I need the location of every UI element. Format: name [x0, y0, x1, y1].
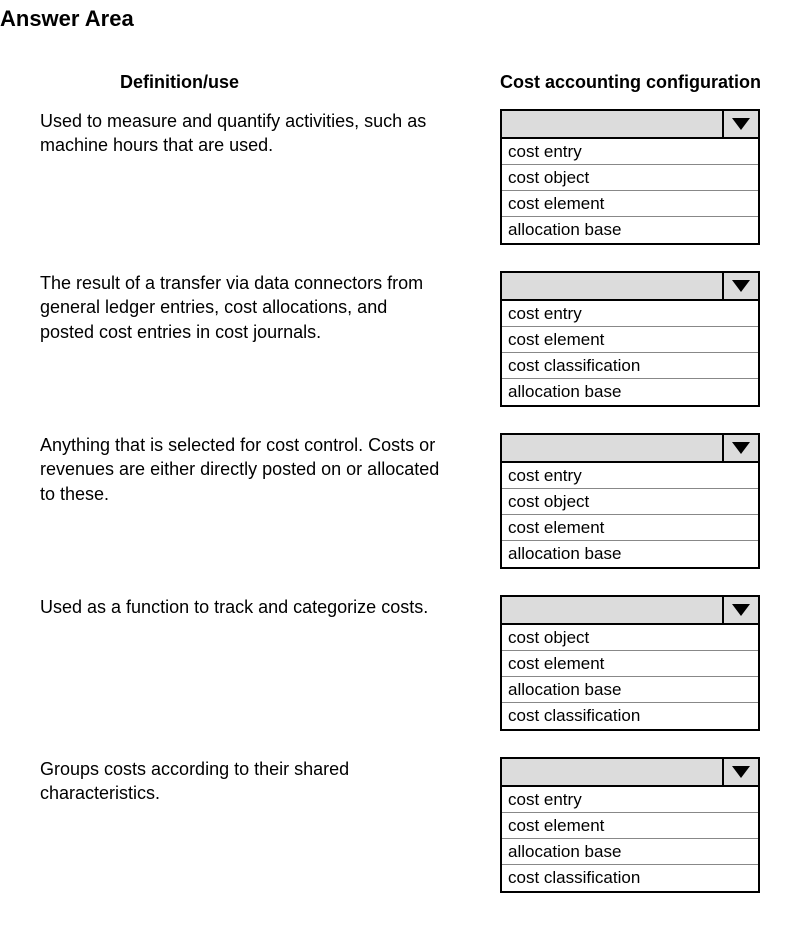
dropdown-options-list: cost entrycost elementallocation basecos…	[500, 787, 760, 893]
definition-text: Used as a function to track and categori…	[0, 595, 500, 619]
chevron-down-icon[interactable]	[722, 759, 758, 785]
dropdown-option[interactable]: cost entry	[502, 301, 758, 327]
config-dropdown: cost entrycost objectcost elementallocat…	[500, 109, 760, 245]
definition-text: The result of a transfer via data connec…	[0, 271, 500, 344]
dropdown-option[interactable]: allocation base	[502, 677, 758, 703]
dropdown-option[interactable]: cost object	[502, 625, 758, 651]
dropdown-selector[interactable]	[500, 433, 760, 463]
definition-text: Anything that is selected for cost contr…	[0, 433, 500, 506]
dropdown-option[interactable]: cost object	[502, 489, 758, 515]
dropdown-option[interactable]: cost entry	[502, 139, 758, 165]
definition-text: Groups costs according to their shared c…	[0, 757, 500, 806]
definition-row: Used as a function to track and categori…	[0, 595, 808, 731]
dropdown-option[interactable]: cost element	[502, 191, 758, 217]
dropdown-option[interactable]: cost classification	[502, 353, 758, 379]
dropdown-selector[interactable]	[500, 109, 760, 139]
dropdown-selected-value	[502, 273, 722, 299]
dropdown-option[interactable]: cost element	[502, 327, 758, 353]
chevron-down-icon[interactable]	[722, 111, 758, 137]
dropdown-option[interactable]: allocation base	[502, 839, 758, 865]
dropdown-option[interactable]: cost object	[502, 165, 758, 191]
chevron-down-icon[interactable]	[722, 597, 758, 623]
dropdown-selected-value	[502, 435, 722, 461]
definition-text: Used to measure and quantify activities,…	[0, 109, 500, 158]
answer-area-page: Answer Area Definition/use Cost accounti…	[0, 0, 808, 939]
dropdown-option[interactable]: cost classification	[502, 703, 758, 729]
dropdown-options-list: cost objectcost elementallocation baseco…	[500, 625, 760, 731]
definition-row: Used to measure and quantify activities,…	[0, 109, 808, 245]
dropdown-option[interactable]: cost classification	[502, 865, 758, 891]
dropdown-selector[interactable]	[500, 595, 760, 625]
header-definition: Definition/use	[0, 72, 500, 93]
config-dropdown: cost entrycost elementcost classificatio…	[500, 271, 760, 407]
dropdown-selected-value	[502, 759, 722, 785]
dropdown-option[interactable]: allocation base	[502, 379, 758, 405]
definition-row: Groups costs according to their shared c…	[0, 757, 808, 893]
dropdown-option[interactable]: allocation base	[502, 541, 758, 567]
dropdown-option[interactable]: cost entry	[502, 463, 758, 489]
definition-row: The result of a transfer via data connec…	[0, 271, 808, 407]
config-dropdown: cost entrycost elementallocation basecos…	[500, 757, 760, 893]
rows-container: Used to measure and quantify activities,…	[0, 109, 808, 893]
header-config: Cost accounting configuration	[500, 72, 761, 93]
dropdown-options-list: cost entrycost elementcost classificatio…	[500, 301, 760, 407]
dropdown-selected-value	[502, 597, 722, 623]
dropdown-options-list: cost entrycost objectcost elementallocat…	[500, 463, 760, 569]
page-title: Answer Area	[0, 6, 808, 32]
chevron-down-icon[interactable]	[722, 435, 758, 461]
dropdown-option[interactable]: allocation base	[502, 217, 758, 243]
column-headers: Definition/use Cost accounting configura…	[0, 72, 808, 93]
dropdown-option[interactable]: cost entry	[502, 787, 758, 813]
dropdown-option[interactable]: cost element	[502, 813, 758, 839]
dropdown-selected-value	[502, 111, 722, 137]
dropdown-option[interactable]: cost element	[502, 651, 758, 677]
definition-row: Anything that is selected for cost contr…	[0, 433, 808, 569]
dropdown-option[interactable]: cost element	[502, 515, 758, 541]
chevron-down-icon[interactable]	[722, 273, 758, 299]
dropdown-selector[interactable]	[500, 271, 760, 301]
config-dropdown: cost entrycost objectcost elementallocat…	[500, 433, 760, 569]
config-dropdown: cost objectcost elementallocation baseco…	[500, 595, 760, 731]
dropdown-selector[interactable]	[500, 757, 760, 787]
dropdown-options-list: cost entrycost objectcost elementallocat…	[500, 139, 760, 245]
